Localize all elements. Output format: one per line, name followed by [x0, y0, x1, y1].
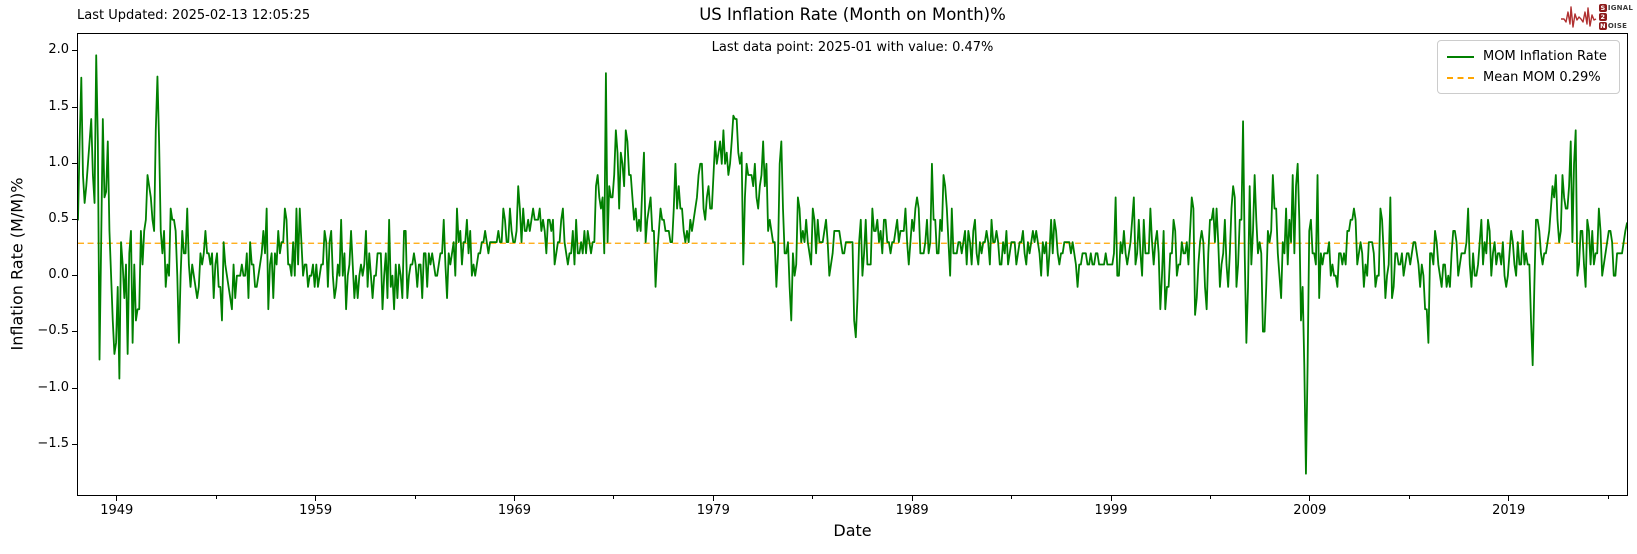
y-axis-label: Inflation Rate (M/M)%: [7, 177, 27, 351]
y-tick-label: −1.5: [37, 435, 69, 451]
y-tick: [72, 219, 77, 221]
y-tick: [72, 106, 77, 108]
legend: MOM Inflation Rate Mean MOM 0.29%: [1437, 40, 1620, 94]
x-tick-label: 1989: [895, 503, 929, 518]
x-minor-tick: [1408, 496, 1410, 499]
last-updated-text: Last Updated: 2025-02-13 12:05:25: [77, 8, 311, 23]
y-tick-label: −0.5: [37, 323, 69, 339]
x-minor-tick: [1209, 496, 1211, 499]
x-minor-tick: [1011, 496, 1013, 499]
x-tick-label: 1949: [100, 503, 134, 518]
y-tick: [72, 387, 77, 389]
x-minor-tick: [414, 496, 416, 499]
y-tick-label: 1.0: [48, 154, 69, 170]
legend-item-mean: Mean MOM 0.29%: [1447, 67, 1610, 88]
x-major-tick: [1110, 496, 1112, 501]
x-major-tick: [1508, 496, 1510, 501]
mom-inflation-line-chart: [78, 54, 1627, 475]
logo-rest-ignal: IGNAL: [1607, 4, 1633, 12]
legend-item-mom: MOM Inflation Rate: [1447, 46, 1610, 67]
green-line-sample-icon: [1447, 55, 1474, 58]
x-major-tick: [712, 496, 714, 501]
chart-title: US Inflation Rate (Month on Month)%: [699, 5, 1006, 24]
y-tick: [72, 162, 77, 164]
legend-label-mean: Mean MOM 0.29%: [1483, 70, 1601, 85]
y-tick: [72, 50, 77, 52]
logo-row-2: 2: [1598, 13, 1633, 22]
x-major-tick: [513, 496, 515, 501]
logo-rest-oise: OISE: [1607, 22, 1628, 30]
logo-row-signal: S IGNAL: [1598, 4, 1633, 13]
y-tick-label: 0.5: [48, 211, 69, 227]
x-tick-label: 1959: [299, 503, 333, 518]
x-major-tick: [1309, 496, 1311, 501]
x-minor-tick: [613, 496, 615, 499]
y-tick-label: 2.0: [48, 42, 69, 58]
y-tick: [72, 443, 77, 445]
plot-area: [77, 33, 1628, 496]
x-axis-label: Date: [833, 521, 872, 540]
x-minor-tick: [1607, 496, 1609, 499]
x-tick-label: 1979: [696, 503, 730, 518]
logo-badge-s: S: [1598, 4, 1607, 12]
x-tick-label: 1969: [497, 503, 531, 518]
signal2noise-logo: S IGNAL 2 N OISE: [1560, 3, 1633, 31]
ecg-waveform-icon: [1560, 6, 1597, 28]
mom-inflation-line: [78, 54, 1627, 475]
x-major-tick: [315, 496, 317, 501]
x-tick-label: 1999: [1094, 503, 1128, 518]
x-minor-tick: [812, 496, 814, 499]
logo-badge-2: 2: [1598, 13, 1607, 21]
y-tick-label: 1.5: [48, 98, 69, 114]
y-tick: [72, 275, 77, 277]
logo-badge-n: N: [1598, 22, 1607, 30]
chart-subtitle: Last data point: 2025-01 with value: 0.4…: [711, 40, 994, 55]
x-major-tick: [911, 496, 913, 501]
x-tick-label: 2009: [1293, 503, 1327, 518]
x-tick-label: 2019: [1492, 503, 1526, 518]
logo-text: S IGNAL 2 N OISE: [1598, 4, 1633, 31]
orange-dashed-sample-icon: [1447, 76, 1474, 79]
y-tick-label: 0.0: [48, 267, 69, 283]
y-tick: [72, 331, 77, 333]
y-tick-label: −1.0: [37, 379, 69, 395]
x-minor-tick: [215, 496, 217, 499]
legend-label-mom: MOM Inflation Rate: [1483, 49, 1607, 64]
x-major-tick: [116, 496, 118, 501]
logo-row-noise: N OISE: [1598, 22, 1633, 31]
